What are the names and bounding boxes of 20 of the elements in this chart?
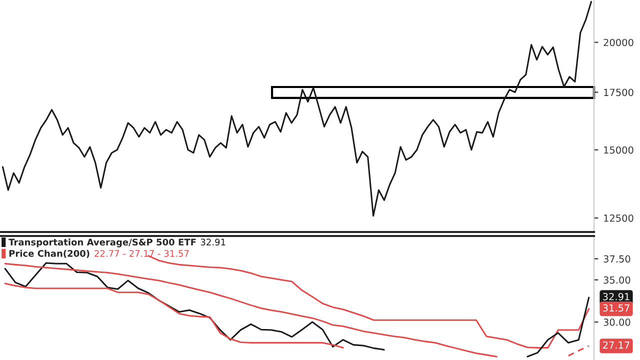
y-tick-label: 20000 [604,38,634,46]
y-tick-label: 15000 [604,146,634,154]
y-tick-label: 17500 [604,88,634,96]
text: 31.57 [603,304,630,312]
line-series [4,262,385,350]
y-tick-label: 35.00 [604,276,630,284]
y-tick-label: 30.00 [604,318,630,326]
text: 27.17 [603,341,630,349]
line-series [4,262,498,358]
line-series [526,296,590,358]
y-tick-label: 12500 [604,214,634,222]
annotation: 32.91 [200,238,226,246]
annotation: 22.77 - 27.17 - 31.57 [94,250,189,257]
line-series [2,0,592,217]
y-tick-label: 37.50 [604,255,630,263]
line-series [148,255,590,349]
text: 32.91 [603,292,630,300]
legend-label: Transportation Average/S&P 500 ETF [8,238,196,248]
legend-label: Price Chan(200) [9,250,90,258]
line-series [4,282,344,349]
